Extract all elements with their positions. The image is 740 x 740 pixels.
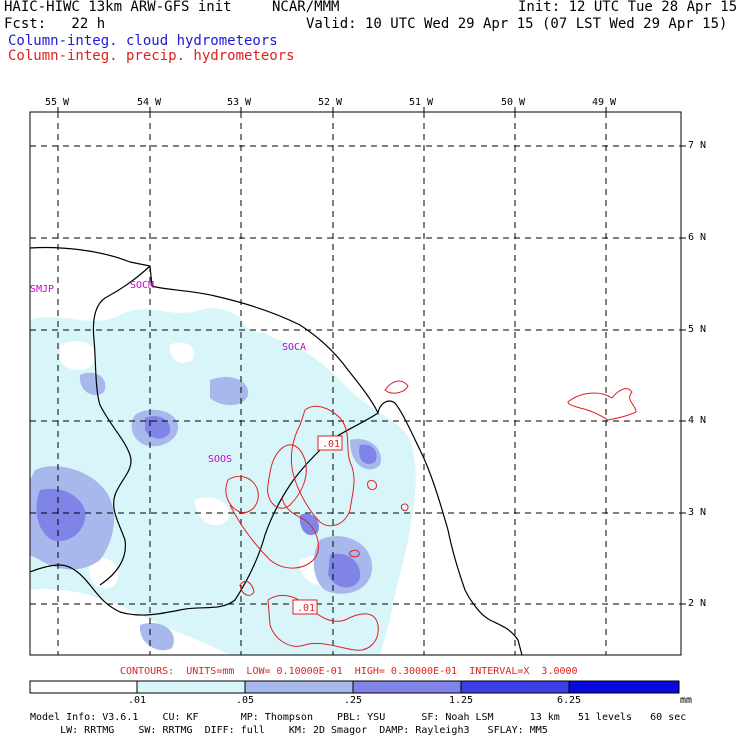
lat-label-4n: 4 N [688,415,707,426]
station-soos: SOOS [208,454,232,465]
lon-label-51w: 51 W [409,97,434,108]
colorbar-label-025: .25 [343,695,363,706]
cloud-hydrometeor-shading [30,307,416,655]
lat-label-2n: 2 N [688,598,707,609]
model-title: HAIC-HIWC 13km ARW-GFS init [4,0,232,15]
organization: NCAR/MMM [272,0,340,15]
lon-label-54w: 54 W [137,97,162,108]
colorbar-label-001: .01 [127,695,147,706]
colorbar-segment-3 [352,680,462,694]
forecast-hour: Fcst: 22 h [4,16,106,32]
lon-label-50w: 50 W [501,97,526,108]
station-smjp: SMJP [30,284,54,295]
lat-label-7n: 7 N [688,140,707,151]
station-socm: SOCM [130,280,154,291]
contour-label-box-2 [292,599,318,615]
lon-label-49w: 49 W [592,97,617,108]
colorbar-label-125: 1.25 [448,695,474,706]
contours-info: CONTOURS: UNITS=mm LOW= 0.10000E-01 HIGH… [120,666,578,677]
colorbar-segment-4 [460,680,570,694]
lon-label-52w: 52 W [318,97,343,108]
lat-label-5n: 5 N [688,324,707,335]
colorbar-segment-5 [568,680,680,694]
contour-label-2: .01 [297,603,315,614]
model-info-line-1: Model Info: V3.6.1 CU: KF MP: Thompson P… [30,712,687,723]
colorbar [29,680,680,694]
lon-label-55w: 55 W [45,97,70,108]
lat-lon-grid [30,112,681,655]
colorbar-segment-2 [244,680,354,694]
lat-label-6n: 6 N [688,232,707,243]
model-info-line-2: LW: RRTMG SW: RRTMG DIFF: full KM: 2D Sm… [30,725,548,736]
colorbar-segment-0 [29,680,138,694]
colorbar-label-625: 6.25 [556,695,582,706]
colorbar-unit: mm [679,695,693,706]
station-soca: SOCA [282,342,306,353]
init-time: Init: 12 UTC Tue 28 Apr 15 [518,0,738,15]
colorbar-label-005: .05 [235,695,255,706]
colorbar-segment-1 [136,680,246,694]
contour-label-1: .01 [322,439,340,450]
map-frame [29,111,682,656]
contour-label-box-1 [317,435,343,451]
frame-ticks [57,107,686,605]
lat-label-3n: 3 N [688,507,707,518]
precip-field-title: Column-integ. precip. hydrometeors [8,48,295,64]
cloud-field-title: Column-integ. cloud hydrometeors [8,33,278,49]
lon-label-53w: 53 W [227,97,252,108]
valid-time: Valid: 10 UTC Wed 29 Apr 15 (07 LST Wed … [306,16,728,32]
